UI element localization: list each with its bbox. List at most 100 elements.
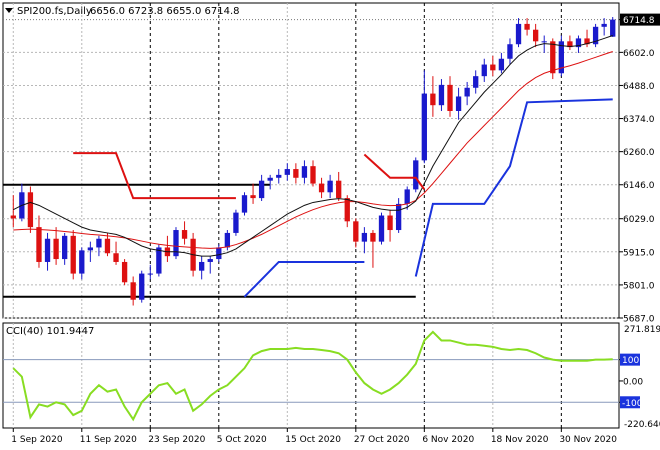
cci-level-box (620, 353, 640, 366)
ohlc-readout: 6656.0 6723.8 6655.0 6714.8 (90, 6, 240, 17)
candle-body (224, 232, 231, 248)
cci-panel: 100 0.00 -100 (2, 322, 643, 429)
candle-body (27, 192, 34, 228)
trailing-stop-blue-line (243, 260, 365, 298)
cci-level-box (620, 396, 640, 409)
candle-body (10, 215, 16, 219)
cci-tick-label: 0.00 (623, 377, 643, 387)
candle-body (353, 221, 359, 242)
candle-body (113, 253, 119, 262)
candle-body (473, 76, 479, 88)
candle-body (130, 282, 136, 300)
candle-body (507, 44, 513, 59)
date-label: 18 Nov 2020 (491, 435, 549, 445)
price-tick-label: 6374.0 (623, 115, 655, 125)
candle-body (515, 23, 522, 45)
candle-body (490, 64, 496, 71)
candle-body (147, 273, 153, 275)
price-axis: 6714.8 6602.0 6488.0 6374.0 6260.0 6146.0 6029… (619, 13, 660, 325)
candle-body (258, 180, 265, 199)
candle-body (584, 38, 590, 45)
symbol-label: SPI200.fs,Daily (17, 6, 92, 17)
candle-body (481, 64, 487, 77)
candle-body (344, 198, 350, 222)
candle-body (541, 41, 547, 43)
cci-scale-top: 271.8193 (624, 325, 660, 335)
candle-body (104, 238, 111, 254)
cci-tick-label: 100 (622, 356, 639, 366)
candle-body (438, 84, 445, 106)
date-label: 15 Oct 2020 (285, 435, 341, 445)
date-label: 11 Sep 2020 (80, 435, 137, 445)
date-label: 1 Sep 2020 (11, 435, 63, 445)
candle-body (173, 230, 179, 257)
date-label: 5 Oct 2020 (217, 435, 267, 445)
symbol-dropdown-icon[interactable] (5, 8, 13, 13)
candle-body (276, 174, 282, 178)
trailing-stop-blue-line (414, 98, 613, 277)
price-tick-label: 5915.0 (623, 248, 655, 258)
candle-body (378, 215, 385, 242)
candle-body (79, 250, 85, 274)
candle-body (464, 87, 470, 97)
indicator-lines (13, 35, 613, 298)
candle-body (361, 232, 368, 242)
slow-moving-average-line (13, 51, 613, 249)
candle-body (301, 166, 308, 178)
cci-tick-label: -100 (622, 399, 643, 409)
candle-body (532, 29, 539, 42)
candle-body (601, 23, 607, 27)
cci-line (12, 330, 613, 422)
candle-body (567, 41, 573, 48)
last-price-label: 6714.8 (623, 16, 655, 26)
price-tick-label: 6029.0 (623, 215, 655, 225)
candle-body (421, 93, 427, 161)
last-price-box (620, 13, 660, 26)
candle-body (207, 259, 213, 262)
price-panel: 6714.8 6602.0 6488.0 6374.0 6260.0 6146.0 6029… (2, 2, 660, 325)
candle-body (139, 273, 145, 300)
candle-body (87, 247, 94, 251)
candle-body (181, 230, 188, 239)
candle-body (96, 238, 102, 248)
date-label: 23 Sep 2020 (148, 435, 205, 445)
cci-panel-frame (2, 322, 620, 429)
cci-series-line (12, 330, 613, 422)
candle-body (250, 195, 256, 199)
candle-body (413, 160, 419, 190)
candle-body (558, 41, 564, 74)
candle-body (62, 235, 68, 260)
candle-body (310, 166, 316, 184)
candle-body (44, 238, 51, 262)
price-tick-label: 6146.0 (623, 181, 655, 191)
candle-body (199, 261, 205, 271)
price-tick-label: 6488.0 (623, 82, 655, 92)
candle-body (592, 26, 599, 45)
candle-body (121, 261, 128, 283)
candle-body (267, 177, 273, 181)
candles (10, 16, 616, 306)
date-label: 6 Nov 2020 (422, 435, 474, 445)
candle-body (336, 180, 342, 199)
candle-body (241, 195, 248, 213)
candle-body (610, 19, 616, 37)
candle-body (447, 84, 453, 111)
fast-moving-average-line (13, 35, 613, 257)
candle-body (387, 215, 393, 231)
price-tick-label: 5801.0 (623, 281, 655, 291)
candle-body (327, 180, 333, 193)
date-axis: 1 Sep 2020 11 Sep 2020 23 Sep 2020 5 Oct 20… (11, 428, 617, 445)
trailing-stop-red-line (73, 152, 236, 200)
candle-body (550, 41, 556, 74)
date-label: 30 Nov 2020 (559, 435, 617, 445)
cci-scale-bottom: -220.640 (624, 420, 660, 430)
trailing-stop-red-line (363, 153, 426, 190)
candle-body (216, 247, 222, 260)
cci-label: CCI(40) 101.9447 (6, 326, 94, 337)
price-tick-label: 6602.0 (623, 49, 655, 59)
candle-body (293, 169, 299, 178)
price-grid (3, 3, 619, 319)
price-tick-label: 6260.0 (623, 148, 655, 158)
candle-body (233, 212, 239, 233)
